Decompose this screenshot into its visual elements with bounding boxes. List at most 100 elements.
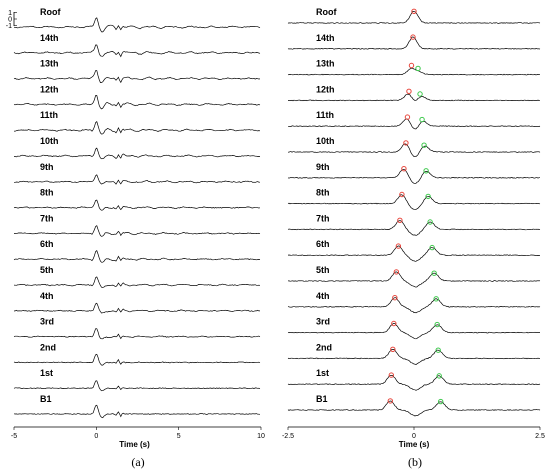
downgoing-peak-marker bbox=[431, 270, 437, 276]
floor-label: 3rd bbox=[316, 317, 330, 327]
trace-line bbox=[13, 70, 261, 84]
floor-label: 13th bbox=[40, 59, 59, 69]
upgoing-peak-marker bbox=[401, 166, 407, 172]
floor-label: 12th bbox=[40, 84, 59, 94]
trace-line bbox=[287, 400, 541, 417]
scale-tick-label: -1 bbox=[6, 23, 12, 30]
upgoing-peak-marker bbox=[406, 88, 412, 95]
trace-line bbox=[288, 271, 541, 288]
trace-line bbox=[13, 17, 261, 33]
downgoing-peak-marker bbox=[438, 398, 444, 405]
floor-label: 4th bbox=[40, 291, 54, 301]
trace-line bbox=[287, 375, 541, 391]
downgoing-peak-marker bbox=[419, 116, 425, 123]
trace-line bbox=[13, 380, 261, 392]
x-axis-label: Time (s) bbox=[399, 440, 430, 449]
floor-label: 10th bbox=[40, 136, 59, 146]
trace-line bbox=[287, 169, 540, 184]
upgoing-peak-marker bbox=[391, 320, 397, 327]
trace-line bbox=[13, 199, 261, 211]
downgoing-peak-marker bbox=[423, 168, 429, 174]
floor-label: 11th bbox=[316, 110, 334, 120]
trace-line bbox=[287, 245, 540, 262]
floor-label: Roof bbox=[316, 7, 337, 17]
floor-label: 6th bbox=[40, 239, 54, 249]
panel-a: 10-1Roof14th13th12th11th10th9th8th7th6th… bbox=[6, 7, 265, 449]
floor-label: 3rd bbox=[40, 317, 54, 327]
upgoing-peak-marker bbox=[403, 140, 409, 146]
trace-line bbox=[287, 194, 541, 210]
floor-label: 14th bbox=[316, 33, 335, 43]
floor-label: 5th bbox=[40, 265, 54, 275]
trace-line bbox=[287, 349, 541, 366]
downgoing-peak-marker bbox=[434, 321, 440, 328]
upgoing-peak-marker bbox=[404, 114, 411, 120]
floor-label: 1st bbox=[40, 368, 53, 378]
trace-line bbox=[287, 143, 541, 158]
floor-label: 11th bbox=[40, 110, 58, 120]
floor-label: 12th bbox=[316, 84, 335, 94]
floor-label: 4th bbox=[316, 291, 330, 301]
trace-line bbox=[13, 250, 261, 263]
floor-label: 5th bbox=[316, 265, 330, 275]
x-tick-label: 2.5 bbox=[535, 433, 545, 440]
floor-label: 9th bbox=[40, 162, 54, 172]
upgoing-peak-marker bbox=[408, 62, 415, 69]
floor-label: 10th bbox=[316, 136, 335, 146]
upgoing-peak-marker bbox=[393, 269, 400, 275]
trace-line bbox=[13, 225, 261, 237]
floor-label: 1st bbox=[316, 368, 329, 378]
downgoing-peak-marker bbox=[433, 296, 439, 302]
downgoing-peak-marker bbox=[417, 91, 423, 97]
upgoing-peak-marker bbox=[410, 34, 416, 40]
x-tick-label: 10 bbox=[257, 433, 265, 440]
trace-line bbox=[13, 404, 261, 419]
floor-label: 7th bbox=[316, 213, 330, 223]
scale-tick-label: 0 bbox=[8, 17, 12, 24]
upgoing-peak-marker bbox=[390, 346, 396, 352]
trace-line bbox=[287, 297, 541, 314]
floor-label: 9th bbox=[316, 162, 330, 172]
trace-line bbox=[13, 147, 261, 160]
panel-a-label: (a) bbox=[131, 455, 144, 469]
x-tick-label: -5 bbox=[11, 433, 17, 440]
x-tick-label: -2.5 bbox=[282, 433, 294, 440]
upgoing-peak-marker bbox=[388, 372, 395, 378]
downgoing-peak-marker bbox=[427, 219, 433, 225]
floor-label: 8th bbox=[316, 188, 330, 198]
trace-line bbox=[287, 220, 541, 236]
x-tick-label: 5 bbox=[177, 433, 181, 440]
downgoing-peak-marker bbox=[429, 244, 435, 251]
trace-line bbox=[287, 323, 541, 340]
panel-b-label: (b) bbox=[408, 455, 422, 469]
upgoing-peak-marker bbox=[397, 217, 403, 224]
downgoing-peak-marker bbox=[435, 347, 441, 353]
upgoing-peak-marker bbox=[395, 243, 402, 249]
trace-line bbox=[13, 276, 261, 288]
upgoing-peak-marker bbox=[392, 295, 398, 301]
floor-label: 14th bbox=[40, 33, 59, 43]
trace-line bbox=[14, 174, 261, 185]
downgoing-peak-marker bbox=[425, 193, 431, 200]
floor-label: B1 bbox=[40, 394, 52, 404]
upgoing-peak-marker bbox=[399, 191, 405, 198]
trace-line bbox=[13, 44, 261, 58]
panel-b: Roof 14th 13th 12th 11th 10th 9th 8th 7th 6th 5th 4… bbox=[282, 7, 545, 449]
floor-label: 2nd bbox=[316, 342, 332, 352]
trace-line bbox=[13, 302, 260, 314]
floor-label: 2nd bbox=[40, 342, 56, 352]
x-tick-label: 0 bbox=[94, 433, 98, 440]
x-tick-label: 0 bbox=[412, 433, 416, 440]
trace-line bbox=[287, 67, 541, 76]
trace-line bbox=[287, 36, 541, 50]
upgoing-peak-marker bbox=[411, 8, 417, 15]
trace-line bbox=[287, 93, 541, 102]
trace-line bbox=[288, 118, 541, 130]
floor-label: Roof bbox=[40, 7, 61, 17]
floor-label: 7th bbox=[40, 213, 54, 223]
downgoing-peak-marker bbox=[436, 373, 442, 379]
scale-tick-label: 1 bbox=[8, 10, 12, 17]
x-axis-label: Time (s) bbox=[119, 440, 150, 449]
trace-line bbox=[13, 120, 261, 135]
